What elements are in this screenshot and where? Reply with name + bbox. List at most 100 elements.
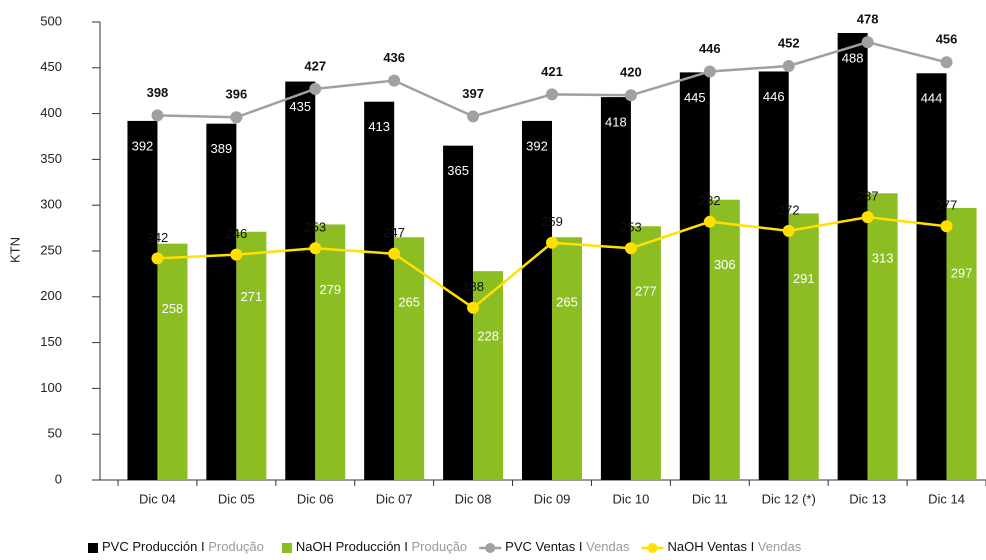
line-point [467, 301, 480, 314]
line-point [546, 88, 558, 101]
line-point [388, 74, 401, 87]
x-tick-label: Dic 11 [692, 491, 728, 506]
bar [600, 97, 631, 480]
bar [443, 145, 474, 480]
legend-label: NaOH Producción I Produção [296, 539, 467, 554]
line-point [230, 248, 243, 261]
line-value-label: 272 [778, 202, 800, 217]
y-tick-label: 250 [40, 242, 62, 257]
legend-name: PVC Producción I [102, 539, 205, 554]
line-value-label: 446 [699, 41, 721, 56]
y-tick-label: 150 [40, 334, 62, 349]
legend-swatch [647, 543, 658, 553]
line-point [546, 236, 558, 249]
bar-value-label: 392 [132, 138, 154, 153]
y-tick-label: 500 [40, 13, 62, 28]
line-value-label: 436 [383, 50, 405, 65]
line-point [388, 247, 401, 260]
y-tick-label: 400 [40, 105, 62, 120]
line-point [467, 110, 480, 123]
line-value-label: 242 [147, 230, 169, 245]
legend-suffix: Vendas [758, 539, 802, 554]
legend-name: NaOH Producción I [296, 539, 408, 554]
line-point [624, 242, 637, 255]
bar [206, 123, 237, 481]
bar-value-label: 418 [605, 115, 627, 130]
bar [679, 72, 710, 480]
bar-value-label: 297 [951, 265, 973, 280]
line-value-label: 427 [304, 58, 326, 73]
bar [285, 81, 316, 480]
line-point [861, 211, 874, 224]
bar [552, 237, 582, 480]
y-tick-label: 0 [55, 471, 62, 486]
x-tick-label: Dic 04 [139, 491, 176, 506]
line-value-label: 188 [462, 279, 484, 294]
line-point [703, 215, 716, 228]
bar [522, 120, 552, 480]
line-value-label: 452 [778, 35, 800, 50]
line-value-label: 397 [462, 86, 484, 101]
bar-value-label: 488 [842, 50, 864, 65]
line-point [703, 65, 716, 78]
bar-value-label: 313 [872, 251, 894, 266]
legend-suffix: Vendas [586, 539, 630, 554]
line-value-label: 259 [541, 214, 563, 229]
bar [157, 243, 188, 480]
line-point [940, 56, 953, 69]
x-tick-label: Dic 13 [849, 491, 886, 506]
y-tick-label: 100 [40, 380, 62, 395]
y-axis-label: KTN [7, 237, 22, 263]
bar-value-label: 291 [793, 271, 815, 286]
bar [946, 207, 977, 480]
bar-value-label: 365 [447, 163, 469, 178]
bar-value-label: 277 [635, 284, 657, 299]
line-value-label: 253 [620, 220, 642, 235]
bar-value-label: 389 [211, 141, 233, 156]
y-tick-label: 200 [40, 288, 62, 303]
legend-suffix: Produção [412, 539, 468, 554]
line-point [782, 59, 795, 72]
line-value-label: 287 [857, 189, 879, 204]
legend-suffix: Produção [208, 539, 264, 554]
bar-value-label: 228 [477, 329, 499, 344]
x-tick-label: Dic 12 (*) [762, 491, 816, 506]
bar-value-label: 265 [398, 295, 420, 310]
legend-label: PVC Producción I Produção [102, 539, 264, 554]
bar [709, 199, 740, 481]
legend-label: PVC Ventas I Vendas [505, 539, 630, 554]
x-tick-label: Dic 10 [612, 491, 649, 506]
line-value-label: 420 [620, 65, 642, 80]
bar-value-label: 279 [319, 282, 341, 297]
bar [867, 193, 898, 481]
line-point [151, 109, 164, 122]
line-value-label: 277 [936, 198, 958, 213]
x-tick-label: Dic 06 [297, 491, 334, 506]
legend-name: NaOH Ventas I [668, 539, 755, 554]
line-point [624, 89, 637, 102]
line [157, 40, 947, 119]
y-tick-label: 350 [40, 151, 62, 166]
legend-swatch [281, 543, 292, 553]
bar [236, 231, 267, 480]
x-tick-label: Dic 09 [534, 491, 571, 506]
bar-value-label: 265 [556, 295, 578, 310]
line-point [309, 82, 322, 95]
line-point [782, 224, 795, 237]
x-tick-label: Dic 14 [928, 491, 965, 506]
line-value-label: 247 [383, 225, 405, 240]
legend-name: PVC Ventas I [505, 539, 582, 554]
line-value-label: 246 [226, 226, 248, 241]
bar [127, 120, 158, 480]
bar [315, 224, 346, 480]
legend-swatch [88, 543, 98, 553]
line-point [940, 220, 953, 233]
bar [364, 101, 395, 480]
bar [837, 32, 868, 480]
line-value-label: 421 [541, 64, 563, 79]
bar-value-label: 445 [684, 90, 706, 105]
y-tick-label: 450 [40, 59, 62, 74]
x-tick-label: Dic 08 [455, 491, 492, 506]
bar-value-label: 444 [921, 91, 943, 106]
